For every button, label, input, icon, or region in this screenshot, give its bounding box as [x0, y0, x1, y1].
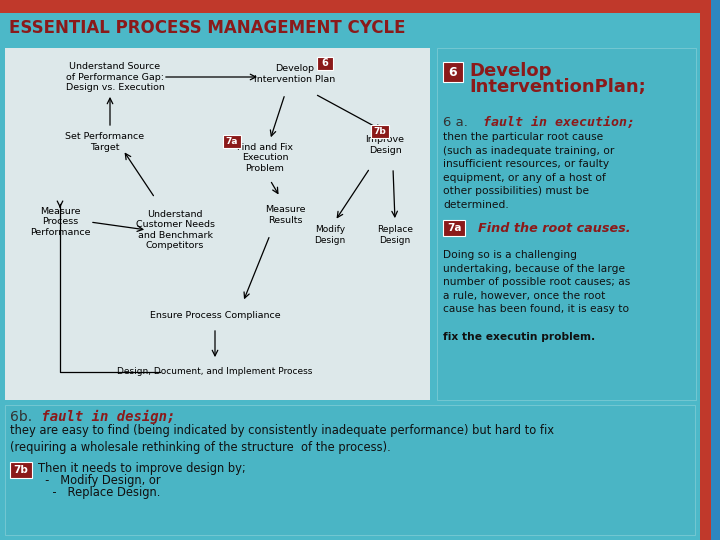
Text: ESSENTIAL PROCESS MANAGEMENT CYCLE: ESSENTIAL PROCESS MANAGEMENT CYCLE [9, 19, 405, 37]
Text: Set Performance
Target: Set Performance Target [66, 132, 145, 152]
FancyBboxPatch shape [437, 48, 696, 400]
Text: Develop
Intervention Plan: Develop Intervention Plan [254, 64, 336, 84]
FancyBboxPatch shape [5, 405, 695, 535]
Text: 7b: 7b [374, 127, 387, 136]
Text: Understand Source
of Performance Gap:
Design vs. Execution: Understand Source of Performance Gap: De… [66, 62, 164, 92]
Text: 6 a.: 6 a. [443, 116, 468, 129]
FancyBboxPatch shape [700, 0, 711, 540]
FancyBboxPatch shape [711, 0, 720, 540]
Text: 6: 6 [449, 65, 457, 78]
Text: Measure
Results: Measure Results [265, 205, 305, 225]
FancyBboxPatch shape [317, 57, 333, 70]
Text: 7b: 7b [14, 465, 28, 475]
Text: Modify
Design: Modify Design [315, 225, 346, 245]
Text: InterventionPlan;: InterventionPlan; [469, 78, 646, 96]
Text: -   Replace Design.: - Replace Design. [38, 486, 161, 499]
Text: fault in execution;: fault in execution; [467, 116, 635, 129]
Text: Understand
Customer Needs
and Benchmark
Competitors: Understand Customer Needs and Benchmark … [135, 210, 215, 250]
Text: fault in design;: fault in design; [33, 410, 176, 424]
Text: Improve
Design: Improve Design [366, 136, 405, 154]
Text: they are easy to find (being indicated by consistently inadequate performance) b: they are easy to find (being indicated b… [10, 424, 554, 455]
Text: Replace
Design: Replace Design [377, 225, 413, 245]
Text: 6: 6 [322, 58, 328, 69]
Text: Measure
Process
Performance: Measure Process Performance [30, 207, 90, 237]
Text: 7a: 7a [446, 223, 462, 233]
FancyBboxPatch shape [5, 48, 430, 400]
Text: Find the root causes.: Find the root causes. [469, 221, 631, 234]
Text: Doing so is a challenging
undertaking, because of the large
number of possible r: Doing so is a challenging undertaking, b… [443, 250, 630, 314]
FancyBboxPatch shape [223, 135, 241, 148]
Text: 7a: 7a [226, 137, 238, 146]
Text: then the particular root cause
(such as inadequate training, or
insufficient res: then the particular root cause (such as … [443, 132, 614, 210]
FancyBboxPatch shape [0, 13, 720, 43]
FancyBboxPatch shape [10, 462, 32, 478]
Text: fix the executin problem.: fix the executin problem. [443, 332, 595, 342]
Text: Find and Fix
Execution
Problem: Find and Fix Execution Problem [237, 143, 293, 173]
FancyBboxPatch shape [0, 0, 720, 13]
Text: 6b.: 6b. [10, 410, 32, 424]
Text: Design, Document, and Implement Process: Design, Document, and Implement Process [117, 368, 312, 376]
Text: Develop: Develop [469, 62, 552, 80]
Text: -   Modify Design, or: - Modify Design, or [38, 474, 161, 487]
FancyBboxPatch shape [443, 220, 465, 236]
Text: Then it needs to improve design by;: Then it needs to improve design by; [38, 462, 246, 475]
Text: Ensure Process Compliance: Ensure Process Compliance [150, 312, 280, 321]
FancyBboxPatch shape [443, 62, 463, 82]
FancyBboxPatch shape [371, 125, 389, 138]
